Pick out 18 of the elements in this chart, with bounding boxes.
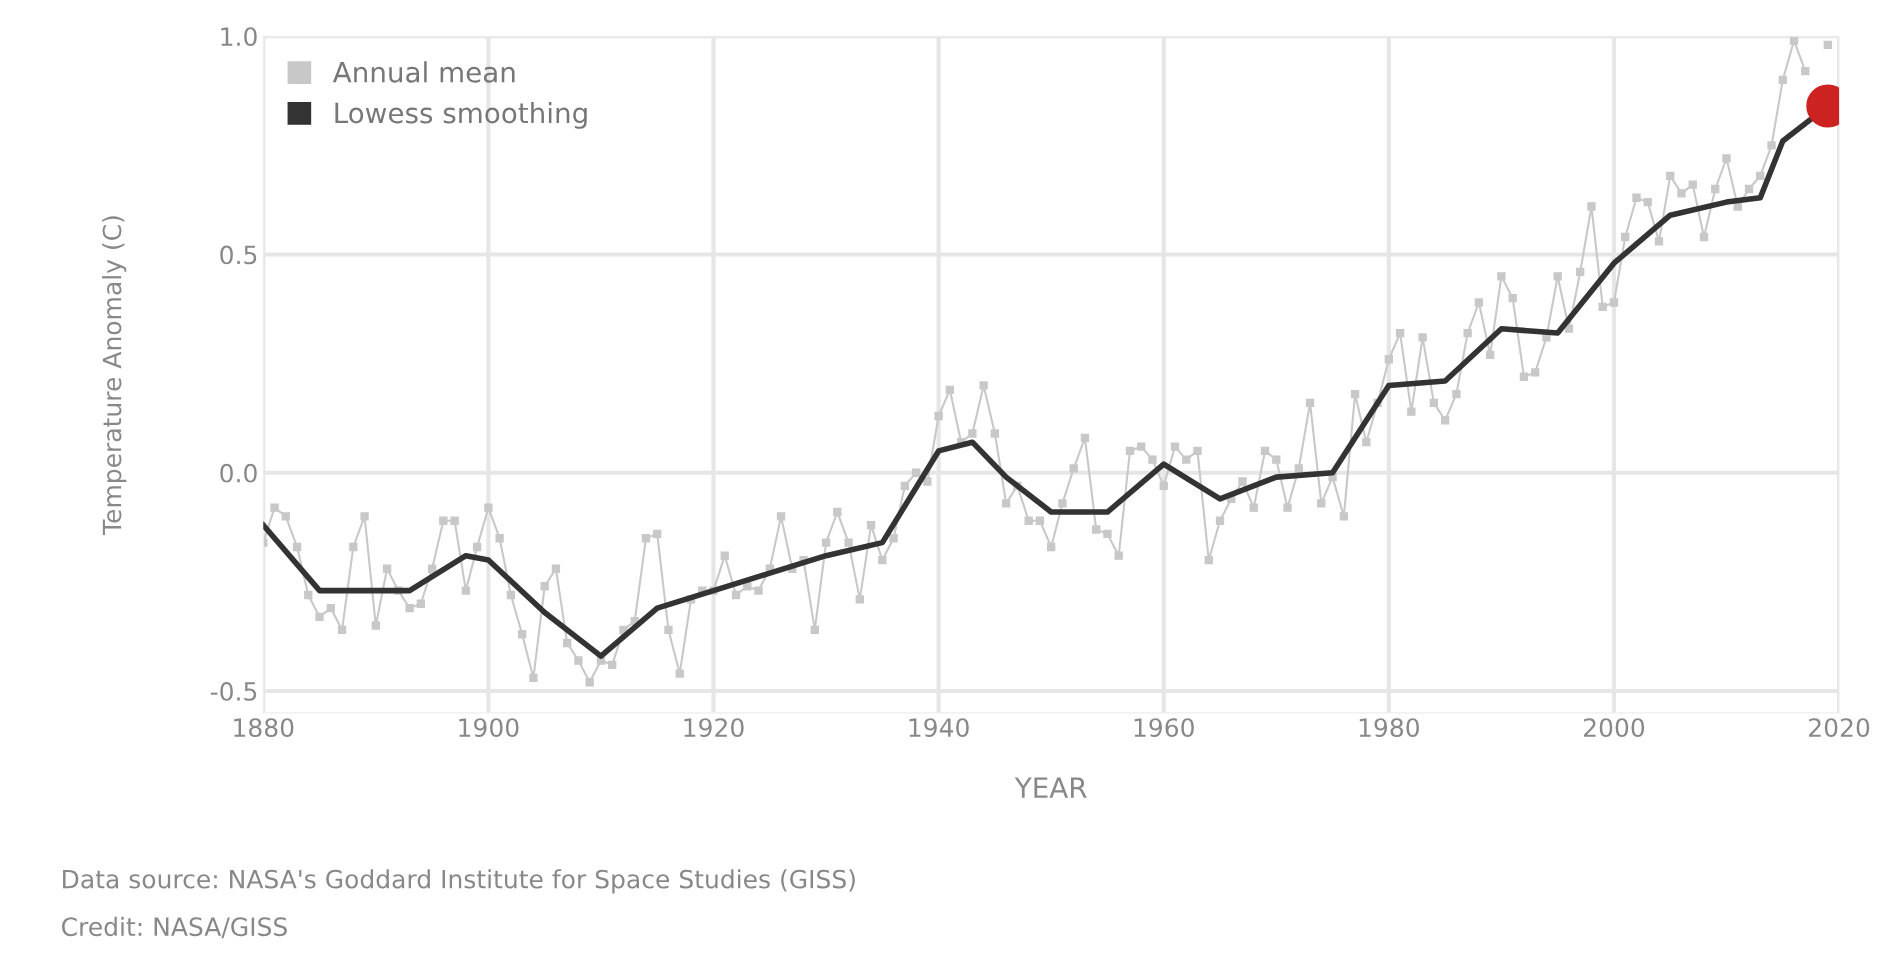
x-tick-label: 1900 <box>459 718 519 738</box>
x-tick-label: 1960 <box>1134 718 1194 738</box>
legend-label: Annual mean <box>332 61 515 83</box>
source-note: Data source: NASA's Goddard Institute for Space Studies (GISS) <box>63 869 855 894</box>
y-tick-label: 0.5 <box>220 245 257 265</box>
y-tick-label: 0.0 <box>220 463 257 483</box>
y-tick-label: -0.5 <box>210 681 257 701</box>
x-tick-label: 1920 <box>684 718 744 738</box>
x-axis-title: YEAR <box>1014 777 1087 798</box>
x-tick-label: 1940 <box>909 718 969 738</box>
x-tick-label: 2000 <box>1583 718 1645 738</box>
text: Credit: NASA/GISS <box>62 916 287 939</box>
x-tick-label: 1880 <box>234 718 294 738</box>
legend-label: Lowess smoothing <box>335 101 587 129</box>
y-tick-label: 1.0 <box>221 27 257 47</box>
x-tick-label: 1980 <box>1359 718 1419 738</box>
y-axis-title: Temperature Anomaly (C) <box>102 216 127 536</box>
x-tick-label: 2020 <box>1809 718 1870 738</box>
